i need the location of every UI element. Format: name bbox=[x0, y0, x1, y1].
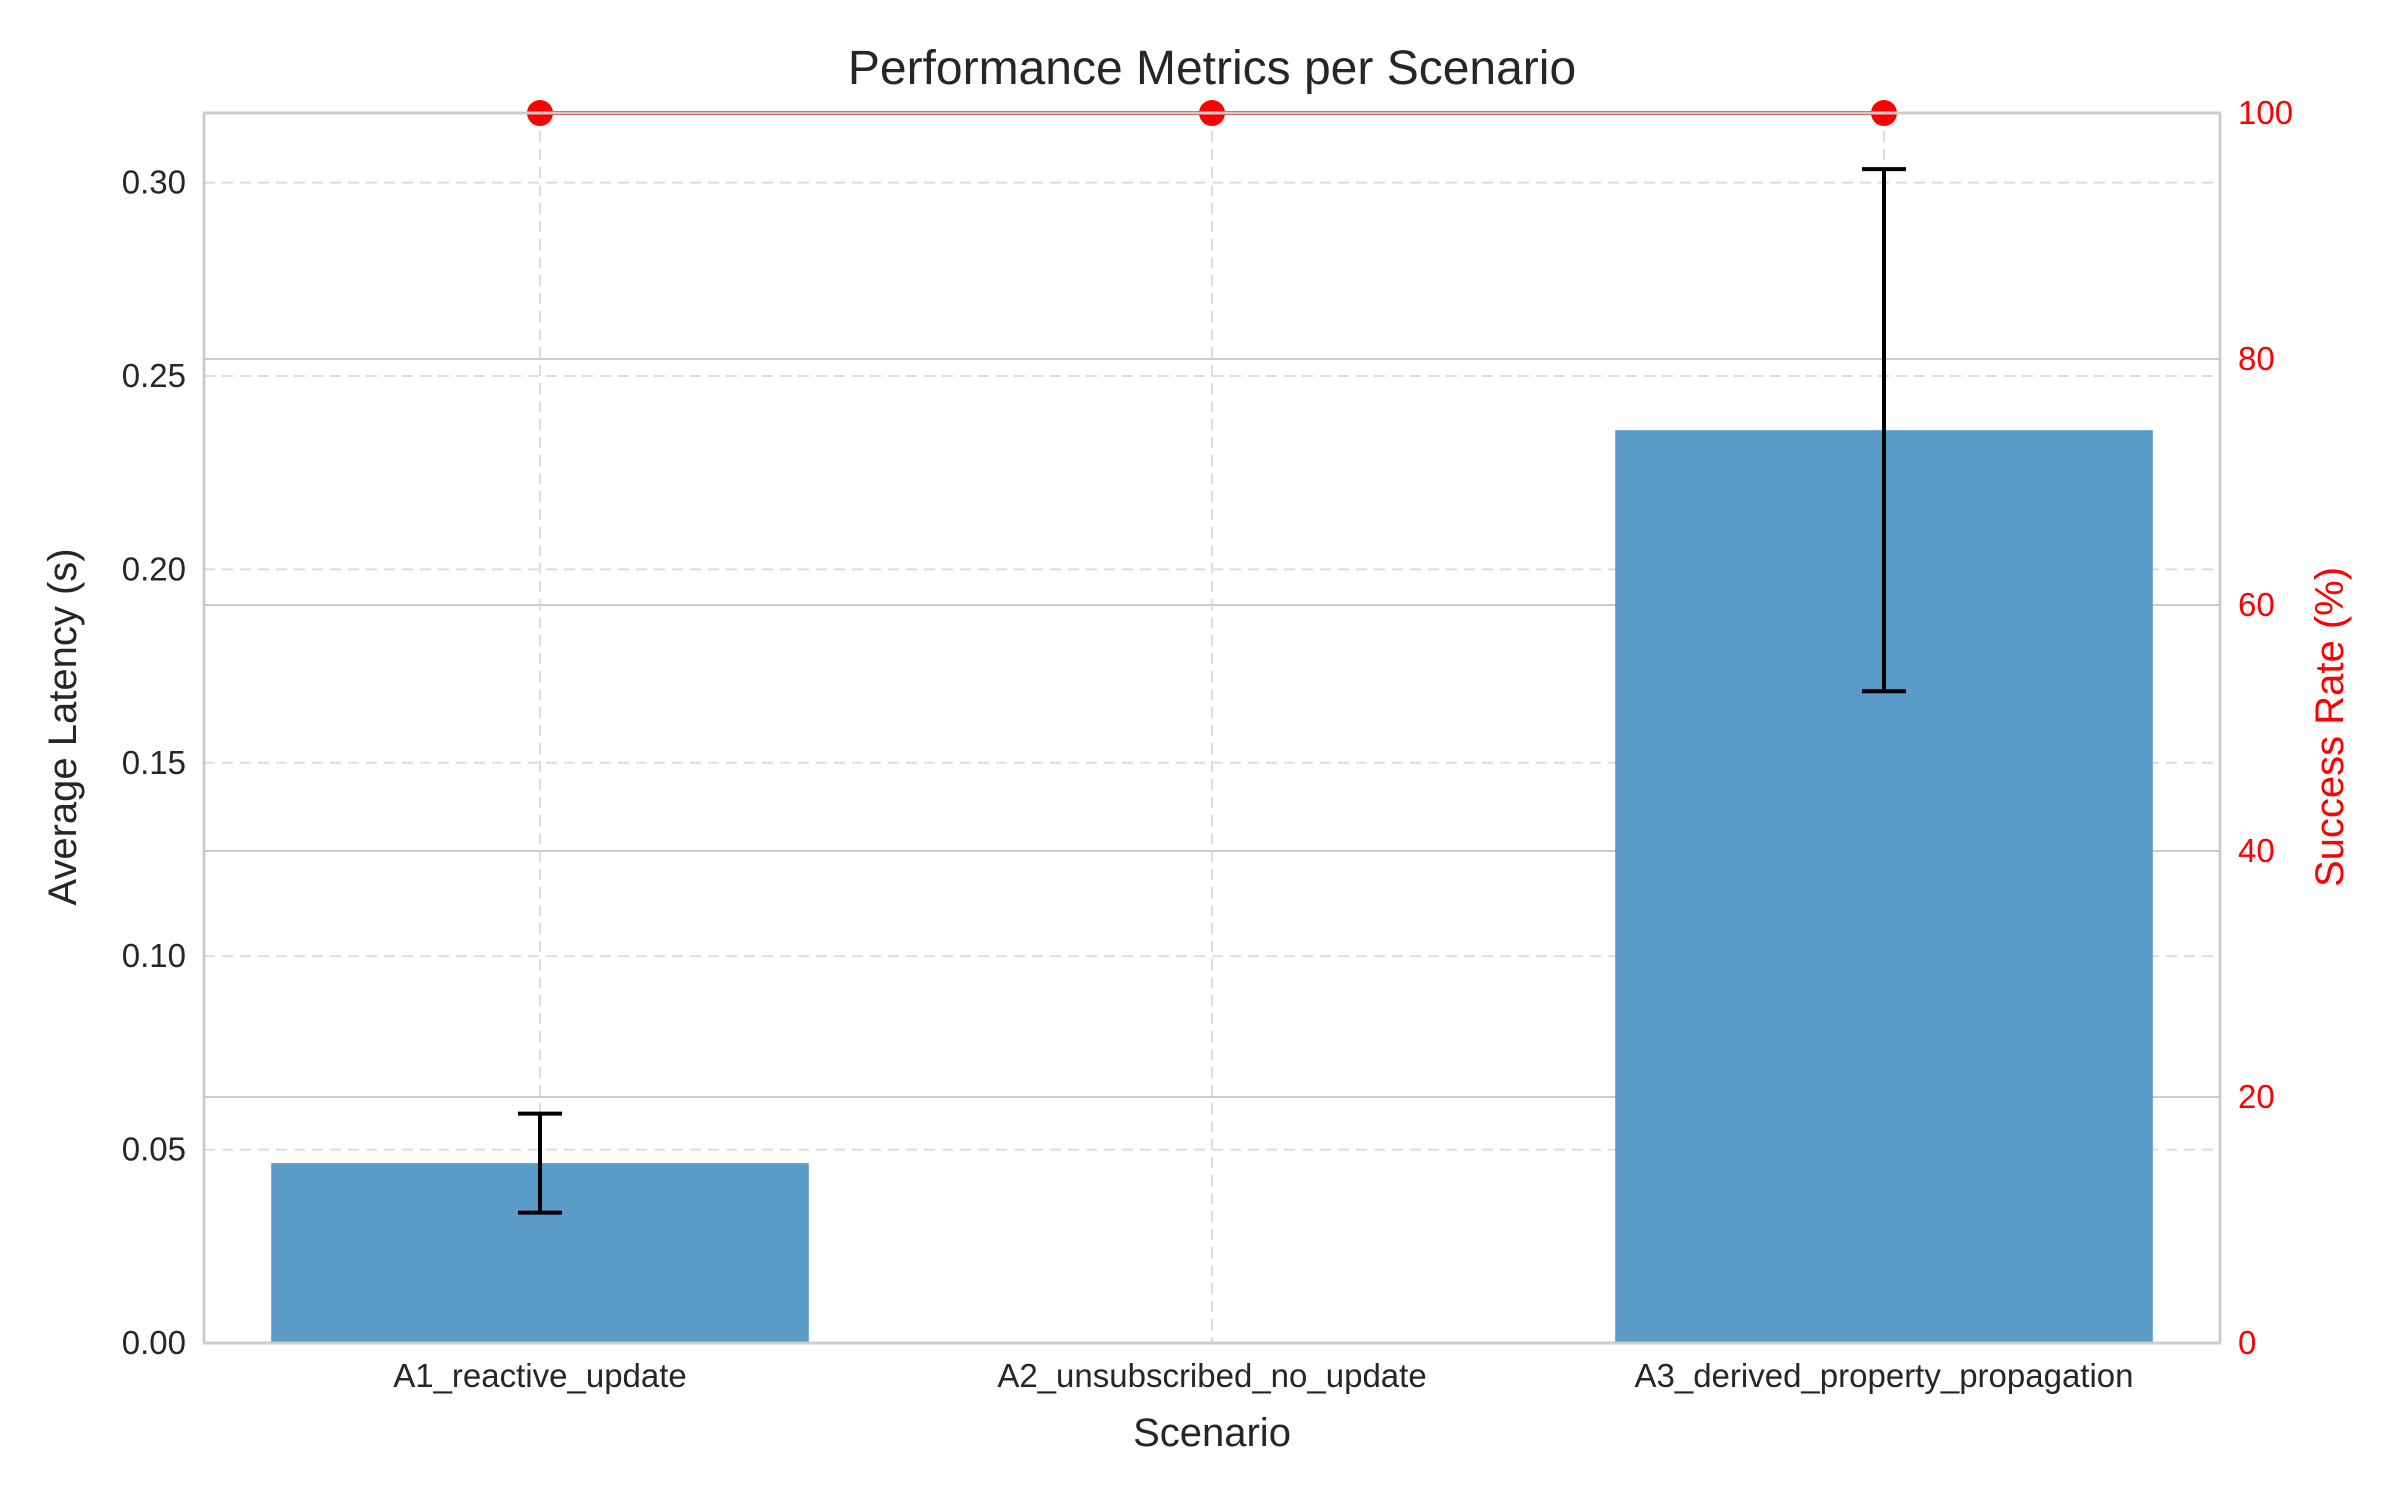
y-right-tick-label: 40 bbox=[2238, 832, 2275, 869]
x-tick-label: A3_derived_property_propagation bbox=[1634, 1357, 2133, 1394]
y-tick-label: 0.25 bbox=[122, 357, 186, 394]
y-axis-right-label: Success Rate (%) bbox=[2308, 567, 2352, 887]
y-tick-label: 0.10 bbox=[122, 937, 186, 974]
bars-layer bbox=[271, 430, 2153, 1343]
y-right-tick-label: 0 bbox=[2238, 1324, 2256, 1361]
x-tick-label: A2_unsubscribed_no_update bbox=[997, 1357, 1426, 1394]
errorbars-layer bbox=[518, 167, 1906, 1215]
y-right-tick-label: 80 bbox=[2238, 340, 2275, 377]
y-tick-label: 0.20 bbox=[122, 550, 186, 587]
y-tick-label: 0.30 bbox=[122, 164, 186, 201]
plot-frame bbox=[202, 111, 2222, 1345]
y-right-tick-label: 100 bbox=[2238, 94, 2293, 131]
y-right-tick-label: 60 bbox=[2238, 586, 2275, 623]
axes-layer: 0.00 0.05 0.10 0.15 0.20 0.25 0.30 0 20 40 60 80 100… bbox=[122, 94, 2293, 1394]
x-axis-label: Scenario bbox=[1133, 1411, 1291, 1455]
y-tick-label: 0.05 bbox=[122, 1131, 186, 1168]
y-tick-label: 0.00 bbox=[122, 1324, 186, 1361]
chart-title: Performance Metrics per Scenario bbox=[848, 42, 1576, 95]
y-axis-label: Average Latency (s) bbox=[41, 548, 85, 905]
y-tick-label: 0.15 bbox=[122, 744, 186, 781]
x-tick-label: A1_reactive_update bbox=[393, 1357, 687, 1394]
y-right-tick-label: 20 bbox=[2238, 1078, 2275, 1115]
